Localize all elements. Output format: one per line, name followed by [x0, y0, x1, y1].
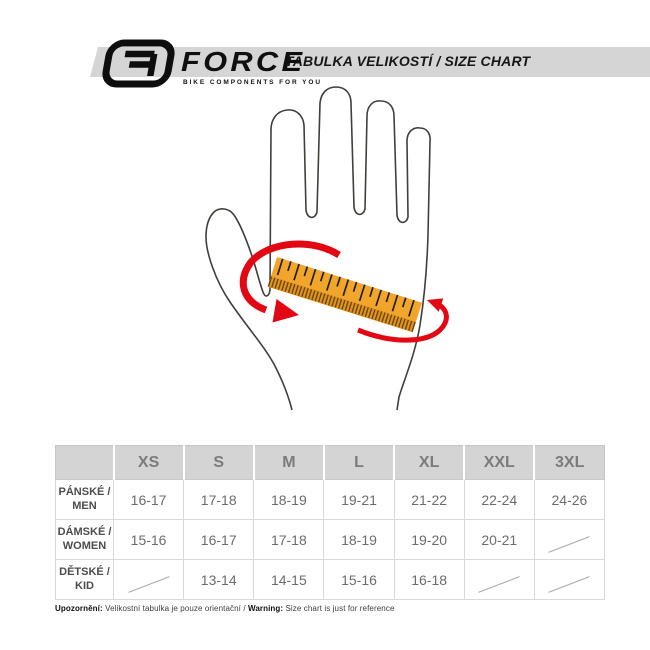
notice-en-text: Size chart is just for reference [285, 604, 395, 613]
size-value-cell-empty [112, 559, 185, 600]
size-value-cell: 21-22 [393, 479, 465, 520]
size-table-row: DĚTSKÉ / KID 13-14 14-15 15-16 16-18 [55, 559, 606, 600]
size-value-cell: 15-16 [112, 519, 185, 560]
size-table-row: DÁMSKÉ / WOMEN 15-16 16-17 17-18 18-19 19-20 20… [55, 519, 606, 560]
size-table-row: PÁNSKÉ / MEN 16-17 17-18 18-19 19-21 21-22 22-2… [55, 479, 606, 520]
size-col-header-xl: XL [393, 445, 465, 480]
size-value-cell: 16-17 [112, 479, 185, 520]
size-col-header-xxl: XXL [463, 445, 535, 480]
notice-cz-label: Upozornění: [55, 604, 103, 613]
size-col-header-3xl: 3XL [533, 445, 605, 480]
size-value-cell: 20-21 [463, 519, 535, 560]
force-emblem-icon [102, 39, 175, 88]
size-value-cell: 16-18 [393, 559, 465, 600]
size-value-cell: 18-19 [253, 479, 325, 520]
not-available-slash [548, 575, 591, 593]
brand-name: FORCE [181, 46, 306, 77]
measuring-tape-ruler [267, 257, 422, 333]
size-table-corner-cell [55, 445, 114, 480]
size-value-cell: 18-19 [323, 519, 395, 560]
size-value-cell: 19-20 [393, 519, 465, 560]
size-col-header-s: S [182, 445, 254, 480]
size-value-cell: 14-15 [253, 559, 325, 600]
left-wrap-arrow-icon [239, 240, 341, 323]
notice-cz-text: Velikostní tabulka je pouze orientační [105, 604, 241, 613]
notice-en-label: Warning: [247, 604, 284, 613]
row-label: DĚTSKÉ / KID [55, 559, 114, 600]
notice-separator: / [243, 604, 246, 613]
brand-tagline: BIKE COMPONENTS FOR YOU [183, 79, 322, 86]
not-available-slash [478, 575, 520, 593]
size-value-cell: 19-21 [323, 479, 395, 520]
size-value-cell: 17-18 [253, 519, 325, 560]
size-col-header-m: M [252, 445, 324, 480]
not-available-slash [548, 535, 591, 553]
row-label: PÁNSKÉ / MEN [55, 479, 114, 520]
size-table-body: PÁNSKÉ / MEN 16-17 17-18 18-19 19-21 21-22 22-2… [55, 479, 606, 600]
size-value-cell-empty [533, 519, 606, 560]
footer-notice: Upozornění: Velikostní tabulka je pouze … [55, 604, 395, 613]
size-col-header-l: L [322, 445, 395, 480]
size-value-cell-empty [533, 559, 606, 600]
not-available-slash [127, 575, 170, 593]
size-value-cell: 15-16 [323, 559, 395, 600]
size-value-cell: 24-26 [533, 479, 606, 520]
size-table-header: XS S M L XL XXL 3XL [55, 445, 605, 480]
size-value-cell-empty [463, 559, 535, 600]
size-table: XS S M L XL XXL 3XL PÁNSKÉ / MEN 16-17 17-18 18-19… [55, 445, 606, 600]
size-value-cell: 16-17 [183, 519, 255, 560]
size-value-cell: 17-18 [183, 479, 255, 520]
page-title: TABULKA VELIKOSTÍ / SIZE CHART [285, 53, 531, 69]
row-label: DÁMSKÉ / WOMEN [55, 519, 114, 560]
size-value-cell: 22-24 [463, 479, 535, 520]
size-value-cell: 13-14 [183, 559, 255, 600]
right-wrap-arrow-icon [357, 298, 449, 343]
size-col-header-xs: XS [112, 445, 184, 480]
